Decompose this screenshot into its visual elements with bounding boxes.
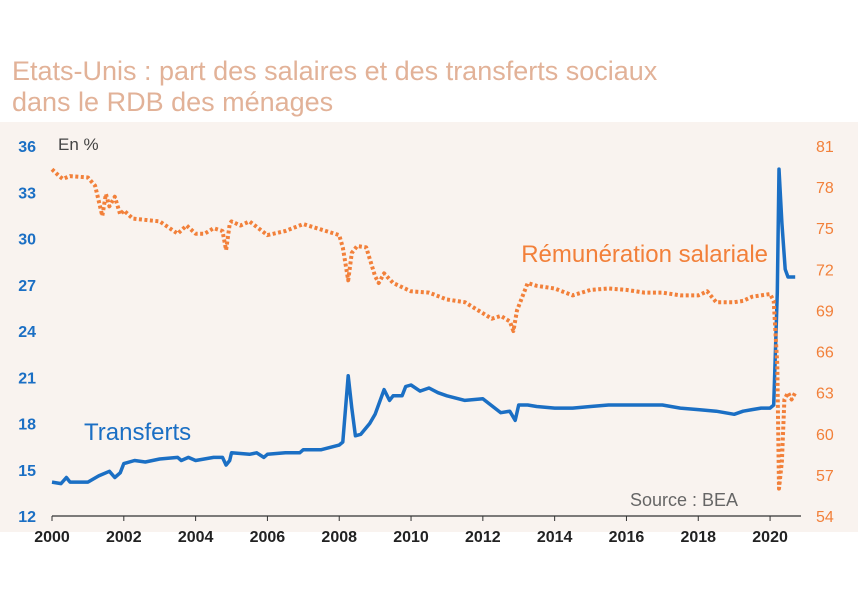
transferts-label: Transferts bbox=[84, 419, 191, 446]
y-axis-left: 12 15 18 21 24 27 30 33 36 bbox=[18, 139, 36, 526]
chart-title: Etats-Unis : part des salaires et des tr… bbox=[12, 56, 852, 118]
x-tick-label: 2020 bbox=[752, 529, 788, 546]
y-left-tick-label: 21 bbox=[18, 370, 36, 387]
x-tick-label: 2010 bbox=[393, 529, 429, 546]
x-tick-label: 2008 bbox=[321, 529, 357, 546]
x-tick-label: 2018 bbox=[680, 529, 716, 546]
plot-background bbox=[0, 122, 858, 532]
y-right-tick-label: 57 bbox=[816, 468, 834, 485]
y-right-tick-label: 69 bbox=[816, 303, 834, 320]
x-tick-label: 2002 bbox=[106, 529, 142, 546]
title-line-1: Etats-Unis : part des salaires et des tr… bbox=[12, 56, 658, 86]
y-right-tick-label: 60 bbox=[816, 427, 834, 444]
series-lines bbox=[50, 167, 797, 491]
y-axis-right: 54 57 60 63 66 69 72 75 78 81 bbox=[816, 139, 834, 526]
x-axis: 2000 2002 2004 2006 2008 2010 2012 2014 2016 2018… bbox=[34, 515, 801, 546]
x-tick-label: 2004 bbox=[178, 529, 214, 546]
y-right-tick-label: 78 bbox=[816, 180, 834, 197]
y-left-tick-label: 36 bbox=[18, 139, 36, 156]
y-right-tick-label: 72 bbox=[816, 262, 834, 279]
y-left-tick-label: 15 bbox=[18, 463, 36, 480]
series-transferts bbox=[51, 167, 796, 486]
y-left-tick-label: 27 bbox=[18, 278, 36, 295]
x-tick-label: 2016 bbox=[609, 529, 645, 546]
y-right-tick-label: 54 bbox=[816, 509, 834, 526]
unit-label: En % bbox=[58, 135, 99, 154]
x-tick-label: 2014 bbox=[537, 529, 573, 546]
source-label: Source : BEA bbox=[630, 490, 738, 510]
y-right-tick-label: 81 bbox=[816, 139, 834, 156]
x-tick-label: 2012 bbox=[465, 529, 501, 546]
y-right-tick-label: 66 bbox=[816, 345, 834, 362]
x-tick-label: 2006 bbox=[250, 529, 286, 546]
series-remuneration bbox=[50, 167, 797, 491]
y-right-tick-label: 63 bbox=[816, 386, 834, 403]
y-left-tick-label: 18 bbox=[18, 417, 36, 434]
title-line-2: dans le RDB des ménages bbox=[12, 87, 334, 117]
y-left-tick-label: 30 bbox=[18, 232, 36, 249]
y-right-tick-label: 75 bbox=[816, 221, 834, 238]
y-left-tick-label: 33 bbox=[18, 185, 36, 202]
remuneration-label: Rémunération salariale bbox=[521, 241, 768, 268]
y-left-tick-label: 12 bbox=[18, 509, 36, 526]
x-tick-label: 2000 bbox=[34, 529, 70, 546]
y-left-tick-label: 24 bbox=[18, 324, 36, 341]
